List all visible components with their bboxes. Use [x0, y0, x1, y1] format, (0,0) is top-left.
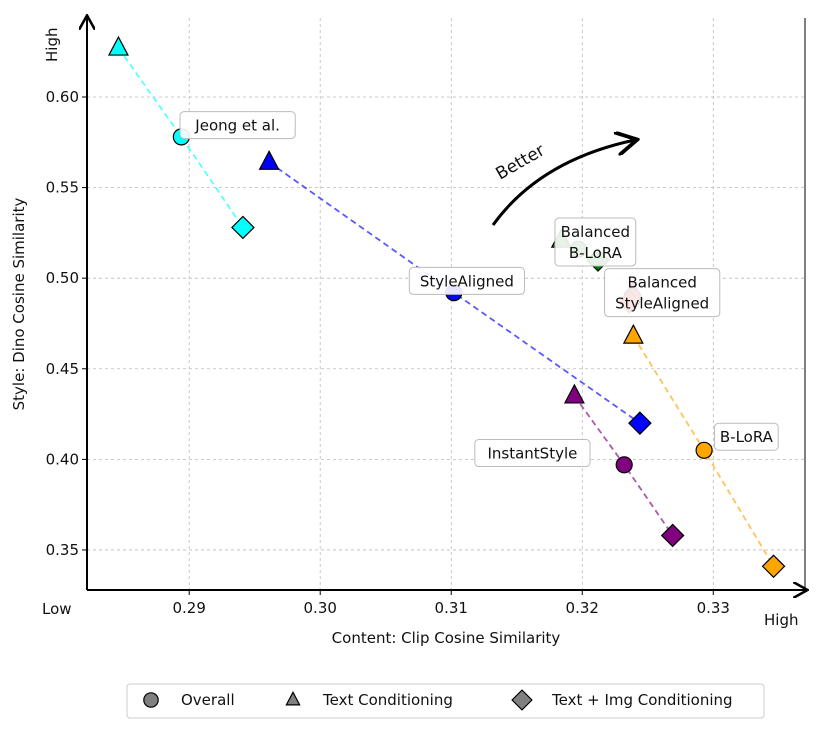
label-box [604, 268, 721, 318]
label-box [408, 266, 526, 295]
circle-point [695, 441, 713, 459]
diamond-point [231, 215, 255, 240]
better-arrow [491, 140, 635, 226]
legend-box [126, 683, 765, 719]
x-tick-label: 0.33 [697, 599, 730, 617]
legend-label: Text + Img Conditioning [551, 691, 733, 709]
label-text: StyleAligned [420, 272, 514, 290]
triangle-legend-icon [285, 691, 301, 706]
series-line [117, 47, 244, 228]
y-tick-label: 0.40 [46, 450, 79, 468]
label-box [554, 217, 637, 267]
triangle-point [563, 383, 585, 404]
diamond-point [628, 411, 652, 435]
series-label: B-LoRA [714, 422, 779, 451]
label-box [474, 439, 591, 468]
x-high-label: High [764, 611, 798, 629]
y-high-label: High [43, 28, 61, 62]
triangle-point [258, 149, 280, 170]
series-labels: Jeong et al.StyleAlignedBalancedB-LoRABa… [179, 111, 779, 468]
grid-lines [87, 18, 805, 590]
x-tick-label: 0.32 [566, 599, 599, 617]
legend-label: Text Conditioning [322, 691, 453, 709]
x-tick-label: 0.31 [435, 599, 468, 617]
series-label: Jeong et al. [179, 111, 296, 140]
series-label: Balanced StyleAligned [604, 268, 721, 318]
label-text: StyleAligned [615, 295, 709, 313]
diamond-point [761, 554, 786, 579]
label-box [714, 422, 779, 451]
label-text: B-LoRA [569, 244, 623, 262]
series-label: StyleAligned [408, 266, 526, 295]
triangle-point [107, 35, 129, 56]
x-axis-label: Content: Clip Cosine Similarity [332, 629, 561, 647]
label-text: B-LoRA [720, 428, 774, 446]
tick-labels: 0.29 0.30 0.31 0.32 0.33 0.35 0.40 0.45 0.50 0.55… [46, 88, 730, 617]
x-tick-label: 0.30 [304, 599, 337, 617]
label-text: InstantStyle [487, 445, 577, 463]
x-low-label: Low [42, 600, 72, 618]
label-text: Balanced [561, 223, 630, 241]
diamond-legend-icon [511, 689, 533, 711]
label-text: Jeong et al. [194, 117, 280, 135]
y-tick-label: 0.60 [46, 88, 79, 106]
better-annotation: Better [491, 140, 636, 226]
x-tick-label: 0.29 [172, 599, 205, 617]
y-axis-label: Style: Dino Cosine Similarity [10, 198, 28, 411]
legend-label: Overall [181, 691, 235, 709]
y-tick-label: 0.50 [46, 269, 79, 287]
diamond-point [660, 523, 685, 548]
y-tick-label: 0.45 [46, 360, 79, 378]
legend: Overall Text Conditioning Text + Img Condi… [126, 683, 765, 719]
circle-legend-icon [143, 692, 159, 708]
series-label: InstantStyle [474, 439, 591, 468]
y-tick-label: 0.35 [46, 541, 79, 559]
series-label: Balanced B-LoRA [554, 217, 637, 267]
label-text: Balanced [628, 274, 697, 292]
y-tick-label: 0.55 [46, 179, 79, 197]
label-box [179, 111, 296, 140]
circle-point [615, 456, 633, 474]
axes [87, 17, 806, 590]
triangle-point [622, 323, 644, 344]
series-line [268, 161, 641, 424]
